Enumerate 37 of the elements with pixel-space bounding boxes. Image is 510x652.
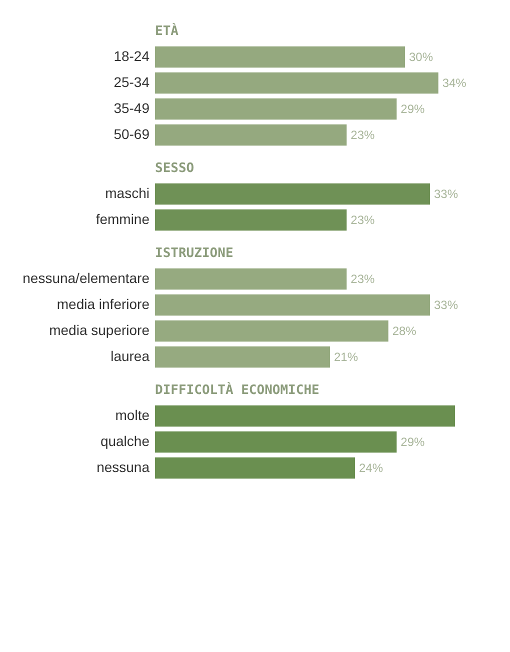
y-tick-label: media inferiore — [56, 296, 150, 312]
y-tick-label: molte — [115, 407, 150, 423]
data-label: 29% — [400, 102, 426, 116]
chart-title: SESSO — [155, 161, 194, 176]
data-label: 33% — [434, 298, 458, 312]
data-label: 34% — [442, 76, 467, 90]
data-label: 28% — [392, 324, 417, 338]
y-tick-label: 50-69 — [114, 126, 150, 142]
chart-title: DIFFICOLTÀ ECONOMICHE — [155, 381, 320, 398]
y-tick-label: maschi — [105, 185, 150, 201]
bar — [155, 268, 347, 290]
bar — [155, 46, 405, 68]
bar — [155, 98, 397, 120]
bar — [155, 124, 347, 146]
bar — [155, 320, 388, 342]
chart-title: ISTRUZIONE — [155, 246, 234, 261]
y-tick-label: 25-34 — [114, 74, 150, 90]
data-label: 23% — [350, 213, 376, 227]
y-tick-label: 35-49 — [114, 100, 150, 116]
data-label: 29% — [400, 435, 426, 449]
bar — [155, 294, 430, 316]
data-label: 21% — [334, 350, 358, 364]
chart-title: ETÀ — [155, 22, 179, 39]
data-label: 23% — [350, 128, 376, 142]
y-tick-label: nessuna/elementare — [22, 270, 150, 286]
y-tick-label: femmine — [96, 211, 150, 227]
y-tick-label: laurea — [110, 348, 150, 364]
bar — [155, 72, 438, 94]
data-label: 33% — [434, 187, 458, 201]
data-label: 30% — [409, 50, 434, 64]
y-tick-label: qualche — [100, 433, 150, 449]
y-tick-label: nessuna — [96, 459, 150, 475]
y-tick-label: media superiore — [49, 322, 150, 338]
y-tick-label: 18-24 — [114, 48, 150, 64]
bar — [155, 346, 330, 368]
data-label: 24% — [359, 461, 384, 475]
data-label: 23% — [350, 272, 376, 286]
